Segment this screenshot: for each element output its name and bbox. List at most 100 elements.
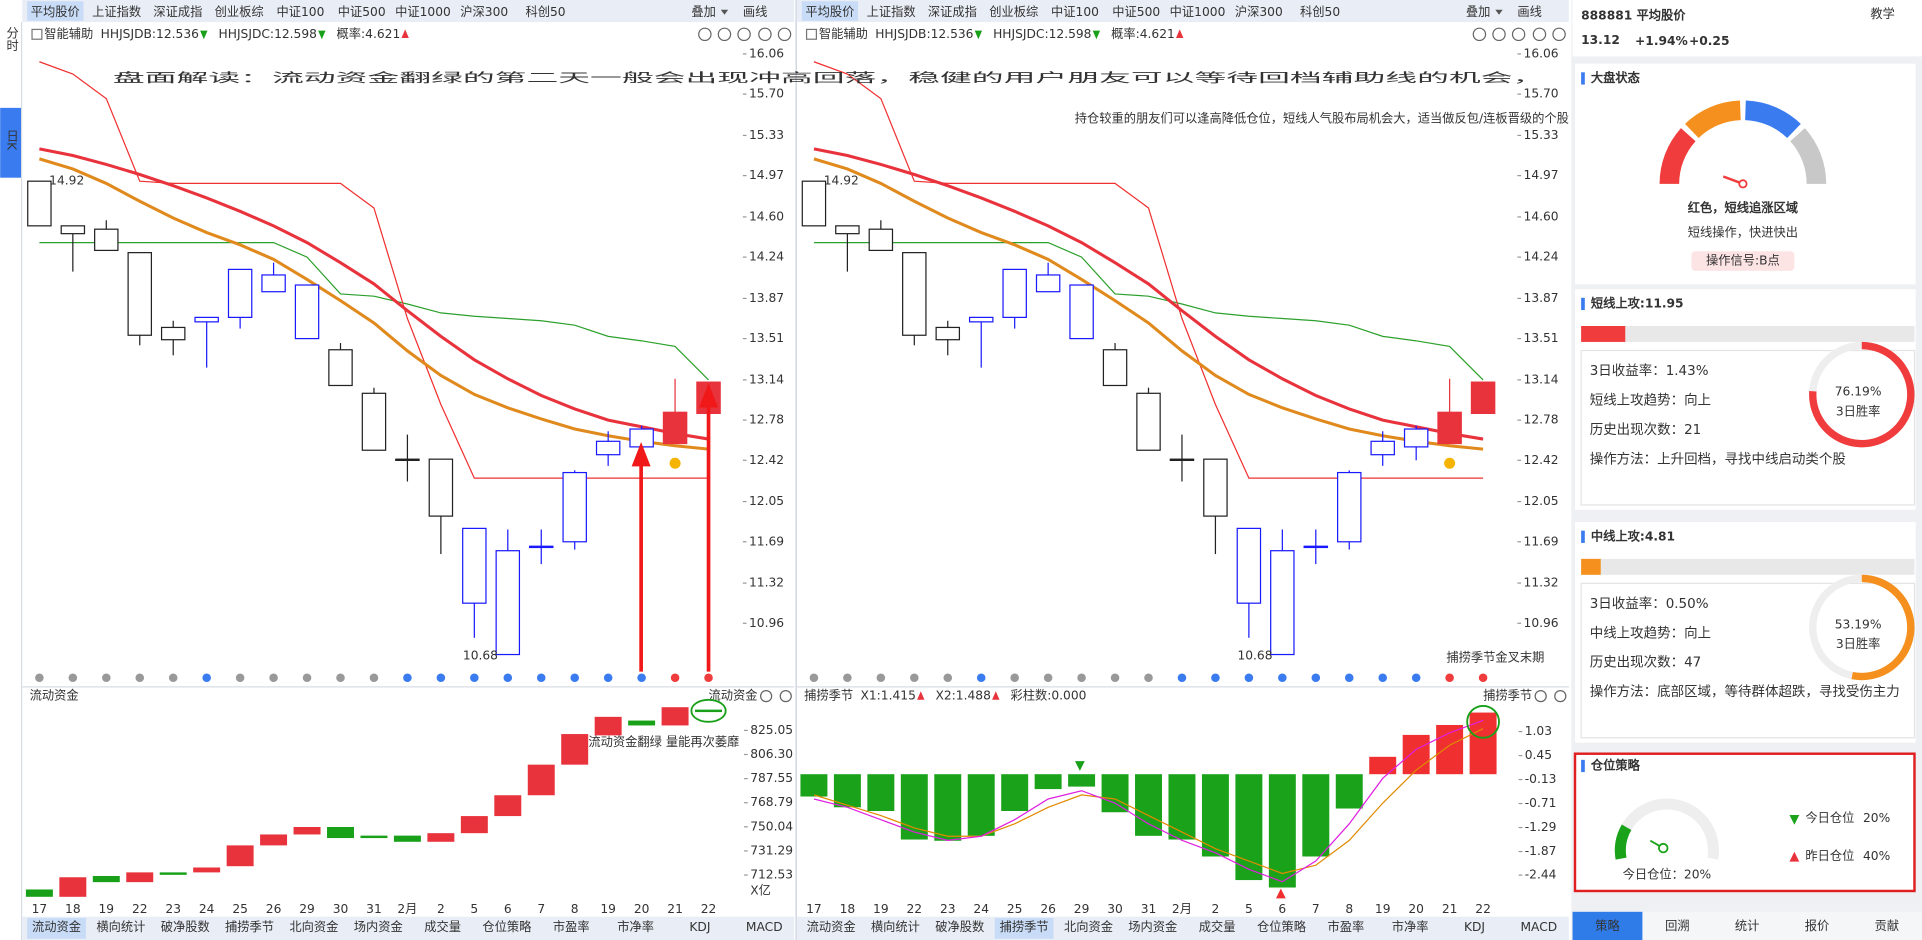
strength-fill	[1581, 325, 1626, 342]
tool-icon[interactable]	[1552, 27, 1566, 42]
card-title-icon	[1581, 72, 1585, 85]
signal-dot	[1177, 673, 1187, 683]
tool-icon[interactable]	[1534, 689, 1547, 703]
toolbar-button[interactable]: 画线	[743, 5, 768, 19]
tab[interactable]: 平均股价	[31, 5, 80, 19]
side-bottom-tab[interactable]: 统计	[1735, 919, 1760, 933]
y-tick-label: 12.05	[749, 494, 784, 508]
side-bottom-tab[interactable]: 策略	[1595, 918, 1620, 933]
bottom-tab[interactable]: 场内资金	[1128, 919, 1177, 934]
position-value: 40%	[1863, 849, 1890, 863]
tab[interactable]: 科创50	[1300, 5, 1340, 19]
tab[interactable]: 科创50	[525, 5, 565, 19]
flow-box	[25, 889, 53, 897]
signal-dot	[1110, 673, 1120, 683]
tab-active-bg	[801, 1, 859, 21]
position-value: 20%	[1863, 811, 1890, 825]
bottom-tab[interactable]: 成交量	[424, 919, 461, 934]
bottom-tab[interactable]: MACD	[1520, 920, 1557, 934]
tool-icon[interactable]	[1554, 689, 1567, 703]
bottom-tab[interactable]: 仓位策略	[1257, 919, 1307, 934]
win-rate: 53.19%	[1835, 618, 1882, 632]
tool-icon[interactable]	[1511, 27, 1526, 42]
tool-icon[interactable]	[760, 689, 773, 703]
side-bottom-tab[interactable]: 回溯	[1665, 918, 1690, 933]
tab[interactable]: 上证指数	[867, 4, 916, 19]
flow-box	[527, 764, 555, 796]
indicator-line	[813, 157, 1484, 451]
toolbar-button[interactable]: 画线	[1517, 5, 1542, 19]
tool-icon[interactable]	[698, 27, 712, 42]
side-tab[interactable]: 日K	[5, 130, 19, 151]
tab[interactable]: 中证500	[338, 4, 386, 19]
tool-icon[interactable]	[779, 689, 792, 703]
bottom-tab[interactable]: 横向统计	[96, 919, 145, 934]
tab[interactable]: 平均股价	[805, 5, 854, 19]
bottom-tab[interactable]: 北向资金	[289, 919, 338, 934]
toolbar-button[interactable]: 叠加	[1466, 5, 1491, 19]
bottom-tab[interactable]: KDJ	[689, 920, 710, 934]
flow-box	[561, 734, 589, 765]
bottom-tab[interactable]: 流动资金	[32, 919, 81, 934]
teach-link[interactable]: 教学	[1870, 6, 1895, 21]
tab[interactable]: 创业板综	[989, 5, 1038, 19]
flow-box	[594, 716, 622, 736]
bottom-tab[interactable]: 仓位策略	[482, 919, 532, 934]
y-tick-label: 1.03	[1525, 724, 1552, 738]
tool-icon[interactable]	[758, 27, 772, 42]
tab[interactable]: 创业板综	[215, 5, 264, 19]
arrow-icon	[917, 691, 925, 700]
flow-box	[360, 835, 388, 839]
side-bottom-tab[interactable]: 贡献	[1875, 918, 1900, 933]
side-bottom-tab[interactable]: 报价	[1805, 918, 1830, 933]
b-signal-icon	[669, 457, 681, 469]
tool-icon[interactable]	[1472, 27, 1487, 42]
candle-body	[935, 326, 961, 341]
bottom-tab[interactable]: 捕捞季节	[1000, 919, 1049, 934]
bottom-tab[interactable]: 场内资金	[354, 919, 403, 934]
bottom-tab[interactable]: 市盈率	[1327, 919, 1364, 934]
bottom-tab[interactable]: MACD	[746, 920, 783, 934]
x-tick-label: 6	[504, 902, 512, 916]
tool-icon[interactable]	[717, 27, 732, 42]
tab[interactable]: 上证指数	[92, 4, 141, 19]
tab[interactable]: 中证100	[276, 4, 324, 19]
tab[interactable]: 中证500	[1112, 4, 1160, 19]
tool-icon[interactable]	[1532, 27, 1547, 42]
bottom-tab[interactable]: 市净率	[617, 919, 654, 934]
signal-dot	[943, 673, 953, 683]
tool-icon[interactable]	[777, 27, 792, 42]
y-tick-label: -1.29	[1525, 820, 1557, 834]
x-tick-label: 23	[940, 902, 956, 916]
x-tick-label: 17	[806, 902, 822, 916]
tab[interactable]: 沪深300	[460, 5, 508, 19]
bottom-tab[interactable]: 流动资金	[807, 919, 856, 934]
x-tick-label: 2	[437, 902, 445, 916]
tab[interactable]: 深证成指	[928, 4, 977, 19]
tab[interactable]: 深证成指	[153, 4, 202, 19]
side-tab[interactable]: 分时	[5, 27, 19, 52]
signal-dot	[1445, 673, 1454, 683]
bottom-tab[interactable]: 成交量	[1199, 919, 1236, 934]
bottom-tab[interactable]: 破净股数	[935, 919, 984, 934]
tool-icon[interactable]	[737, 27, 751, 42]
tab[interactable]: 中证100	[1051, 4, 1099, 19]
detail-text: 历史出现次数：47	[1589, 654, 1702, 671]
tab[interactable]: 中证1000	[1170, 4, 1226, 19]
assist-item: HHJSJDC:12.598	[993, 27, 1091, 41]
toolbar-button[interactable]: 叠加	[691, 5, 716, 19]
bottom-tab[interactable]: 市盈率	[553, 919, 590, 934]
bottom-tab[interactable]: 市净率	[1392, 919, 1429, 934]
bottom-tab[interactable]: 捕捞季节	[225, 919, 274, 934]
bottom-tab[interactable]: 北向资金	[1064, 919, 1113, 934]
x-tick-label: 22	[907, 902, 923, 916]
tool-icon[interactable]	[1492, 27, 1506, 42]
bottom-tab[interactable]: 横向统计	[871, 919, 920, 934]
annotation-text: 持仓较重的朋友们可以逢高降低仓位，短线人气股布局机会大，适当做反包/连板晋级的个…	[1075, 110, 1569, 125]
tab[interactable]: 中证1000	[395, 4, 451, 19]
bottom-tab[interactable]: 破净股数	[161, 919, 210, 934]
bottom-tab[interactable]: KDJ	[1464, 920, 1485, 934]
x-tick-label: 26	[1040, 902, 1056, 916]
tab[interactable]: 沪深300	[1235, 5, 1283, 19]
